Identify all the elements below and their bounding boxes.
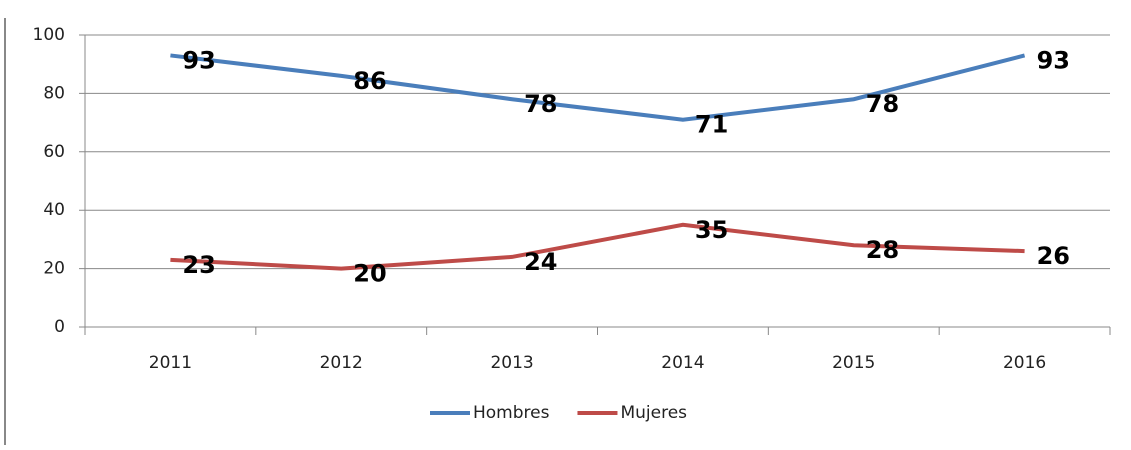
legend-label: Mujeres: [620, 403, 687, 423]
y-tick-label: 0: [54, 317, 65, 337]
y-tick-label: 40: [43, 200, 65, 220]
data-label: 24: [524, 248, 557, 276]
x-tick-label: 2016: [1003, 353, 1046, 373]
x-tick-label: 2015: [832, 353, 875, 373]
data-label: 35: [695, 216, 728, 244]
y-tick-label: 20: [43, 259, 65, 279]
data-label: 28: [866, 236, 899, 264]
data-label: 78: [866, 90, 899, 118]
data-label: 26: [1037, 242, 1070, 270]
x-tick-label: 2012: [320, 353, 363, 373]
y-tick-label: 100: [33, 25, 65, 45]
data-label: 20: [353, 260, 386, 288]
y-tick-label: 80: [43, 83, 65, 103]
data-label: 93: [1037, 46, 1070, 74]
x-tick-label: 2013: [490, 353, 533, 373]
data-label: 93: [182, 46, 215, 74]
x-tick-label: 2014: [661, 353, 704, 373]
y-tick-label: 60: [43, 142, 65, 162]
data-label: 23: [182, 251, 215, 279]
legend-label: Hombres: [473, 403, 550, 423]
data-label: 71: [695, 111, 728, 139]
x-tick-label: 2011: [149, 353, 192, 373]
data-label: 78: [524, 90, 557, 118]
series-line: [170, 222, 1025, 271]
data-label: 86: [353, 67, 386, 95]
series-line: [170, 53, 1026, 122]
